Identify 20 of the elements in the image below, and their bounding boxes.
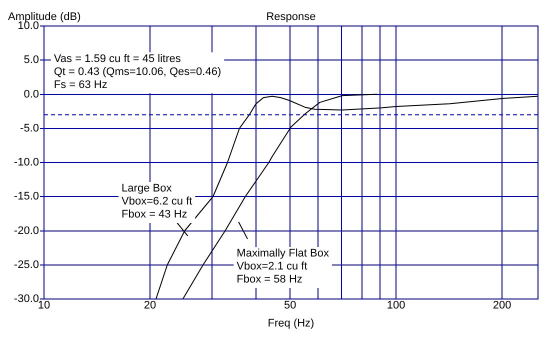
x-tick-label: 10: [38, 300, 50, 312]
annotation: Large Box Vbox=6.2 cu ft Fbox = 43 Hz: [122, 182, 192, 221]
annotation: Maximally Flat Box Vbox=2.1 cu ft Fbox = 58 Hz: [236, 247, 330, 286]
y-tick-label: -30.0: [14, 293, 39, 306]
x-axis-title: Freq (Hz): [268, 317, 314, 330]
y-axis-title: Amplitude (dB): [8, 11, 81, 23]
y-tick-label: 10.0: [18, 20, 39, 32]
x-tick-label: 50: [284, 300, 296, 312]
annotation: Vas = 1.59 cu ft = 45 litres Qt = 0.43 (Qms=10.06, Qes=0.46) Fs = 63 Hz: [54, 52, 222, 91]
y-tick-label: -25.0: [14, 258, 39, 271]
y-tick-label: -20.0: [14, 224, 39, 237]
y-tick-label: -15.0: [14, 190, 39, 203]
y-tick-label: -10.0: [14, 156, 39, 169]
y-tick-label: 5.0: [24, 54, 39, 66]
x-tick-label: 100: [386, 300, 406, 312]
x-tick-label: 200: [492, 300, 512, 312]
y-tick-label: 0.0: [24, 88, 39, 100]
chart-title: Response: [266, 11, 316, 23]
y-tick-label: -5.0: [20, 122, 39, 134]
x-tick-label: 20: [144, 300, 156, 312]
